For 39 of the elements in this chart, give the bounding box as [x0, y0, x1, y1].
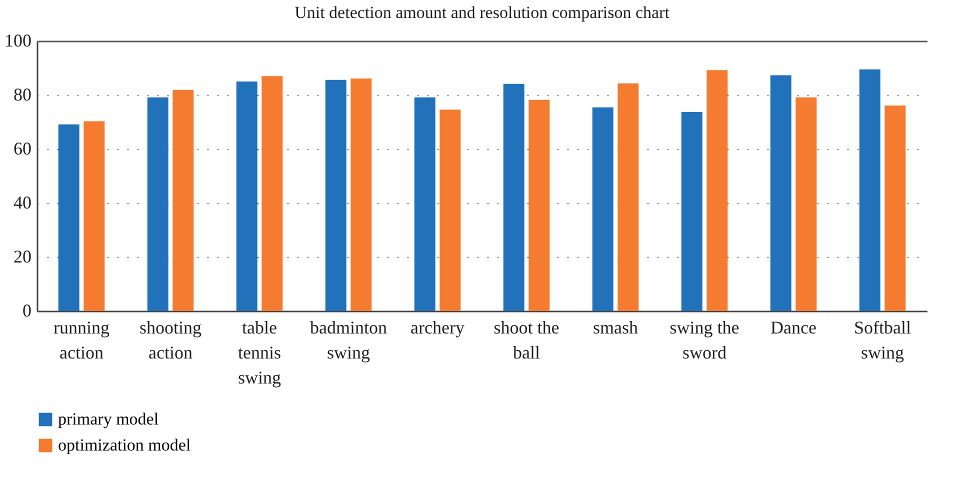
- bar: [592, 107, 614, 311]
- y-tick-label: 0: [22, 300, 32, 320]
- bar: [414, 97, 436, 311]
- bar: [84, 121, 105, 311]
- x-tick-label: shooting action: [139, 318, 202, 362]
- legend-label: primary model: [58, 410, 159, 428]
- bar: [58, 124, 80, 311]
- bar: [503, 84, 524, 311]
- bar: [528, 100, 550, 311]
- bar: [440, 110, 461, 311]
- y-tick-label: 100: [4, 30, 32, 50]
- x-tick-label: smash: [593, 318, 638, 338]
- bar: [262, 76, 283, 311]
- x-tick-label: badminton swing: [310, 318, 387, 362]
- x-tick-label: Softball swing: [854, 318, 911, 362]
- x-tick-label: swing the sword: [670, 318, 740, 362]
- bar: [147, 97, 168, 311]
- x-tick-label: table tennis swing: [238, 318, 282, 388]
- bar: [236, 82, 258, 311]
- bar: [681, 112, 702, 311]
- bar: [706, 70, 728, 311]
- bar: [350, 78, 372, 311]
- bar: [325, 80, 346, 311]
- chart-title: Unit detection amount and resolution comparison chart: [294, 3, 670, 22]
- bar: [796, 97, 817, 311]
- bar: [770, 75, 792, 311]
- y-tick-label: 20: [14, 246, 32, 266]
- legend-label: optimization model: [58, 436, 191, 454]
- bar: [884, 106, 906, 311]
- x-tick-label: Dance: [770, 318, 816, 338]
- y-tick-label: 60: [14, 138, 32, 158]
- bar: [618, 83, 639, 311]
- x-tick-label: running action: [54, 318, 110, 362]
- y-tick-label: 40: [14, 192, 32, 212]
- bar: [172, 90, 194, 311]
- y-tick-label: 80: [14, 84, 32, 104]
- x-tick-label: shoot the ball: [494, 318, 560, 362]
- x-tick-label: archery: [410, 318, 464, 338]
- bar: [859, 69, 880, 311]
